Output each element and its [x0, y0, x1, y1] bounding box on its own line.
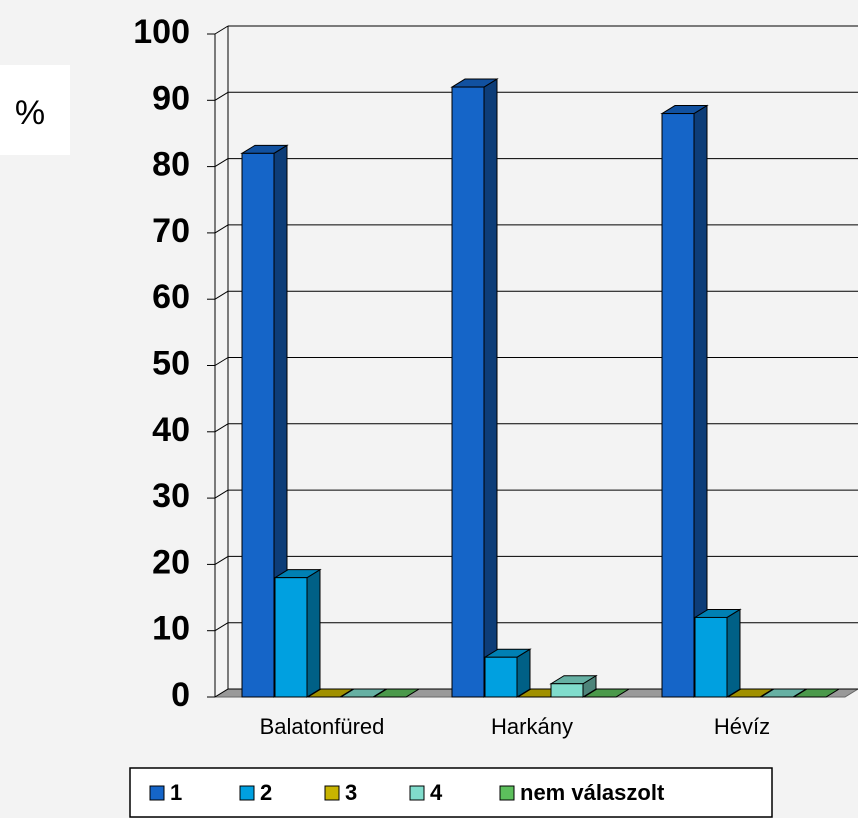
legend-swatch [499, 785, 515, 801]
legend-swatch [149, 785, 165, 801]
legend-swatch [409, 785, 425, 801]
legend-label: 3 [345, 780, 357, 805]
y-tick-label: 0 [171, 676, 190, 714]
y-tick-label: 40 [152, 411, 190, 449]
bar-top [339, 688, 388, 698]
y-tick-label: 90 [152, 79, 190, 117]
x-tick-label: Harkány [491, 714, 573, 739]
bar-top [306, 688, 355, 698]
bar [726, 688, 775, 698]
bar [693, 608, 742, 698]
bar [582, 688, 631, 698]
diag-grid [214, 158, 229, 168]
y-tick-label: 60 [152, 278, 190, 316]
legend-label: 4 [430, 780, 443, 805]
bar-front [550, 683, 584, 698]
bar [240, 144, 289, 698]
bar-front [274, 577, 308, 698]
bar [483, 648, 532, 698]
y-tick-label: 80 [152, 146, 190, 184]
bar-front [661, 113, 695, 698]
bar [339, 688, 388, 698]
y-label-box [0, 65, 70, 155]
diag-grid [214, 224, 229, 234]
bar-front [484, 656, 518, 698]
diag-grid [214, 688, 229, 698]
legend-label: 2 [260, 780, 272, 805]
y-tick-label: 30 [152, 477, 190, 515]
bar [792, 688, 841, 698]
x-tick-label: Balatonfüred [260, 714, 385, 739]
bar [273, 568, 322, 698]
diag-grid [214, 357, 229, 366]
diag-grid [214, 622, 229, 632]
bar-front [694, 616, 728, 698]
x-tick-label: Hévíz [714, 714, 770, 739]
bar [450, 78, 499, 698]
bar-top [582, 688, 631, 698]
bar [660, 104, 709, 698]
y-tick-label: 20 [152, 543, 190, 581]
legend-swatch [324, 785, 340, 801]
bar-front [451, 86, 485, 698]
y-tick-label: 50 [152, 344, 190, 382]
y-tick-label: 70 [152, 212, 190, 250]
legend-box [129, 767, 773, 818]
diag-grid [214, 423, 229, 433]
bar-side [306, 568, 321, 698]
bar-top [792, 688, 841, 698]
bar-side [726, 608, 741, 698]
bar-top [759, 688, 808, 698]
bar [759, 688, 808, 698]
bar-top [726, 688, 775, 698]
bar-front [241, 152, 275, 698]
diag-grid [214, 91, 229, 101]
y-tick-label: 10 [152, 610, 190, 648]
y-axis-label: % [15, 94, 45, 132]
legend-label: 1 [170, 780, 182, 805]
diag-grid [214, 25, 229, 35]
diag-grid [214, 489, 229, 499]
legend-label: nem válaszolt [520, 780, 665, 805]
bar-side [693, 104, 708, 698]
bar-side [483, 78, 498, 698]
bar [372, 688, 421, 698]
legend-swatch [239, 785, 255, 801]
y-tick-label: 100 [133, 13, 190, 51]
bar-top [372, 688, 421, 698]
diag-grid [214, 290, 229, 300]
bar [306, 688, 355, 698]
bar [549, 674, 598, 698]
diag-grid [214, 555, 229, 565]
